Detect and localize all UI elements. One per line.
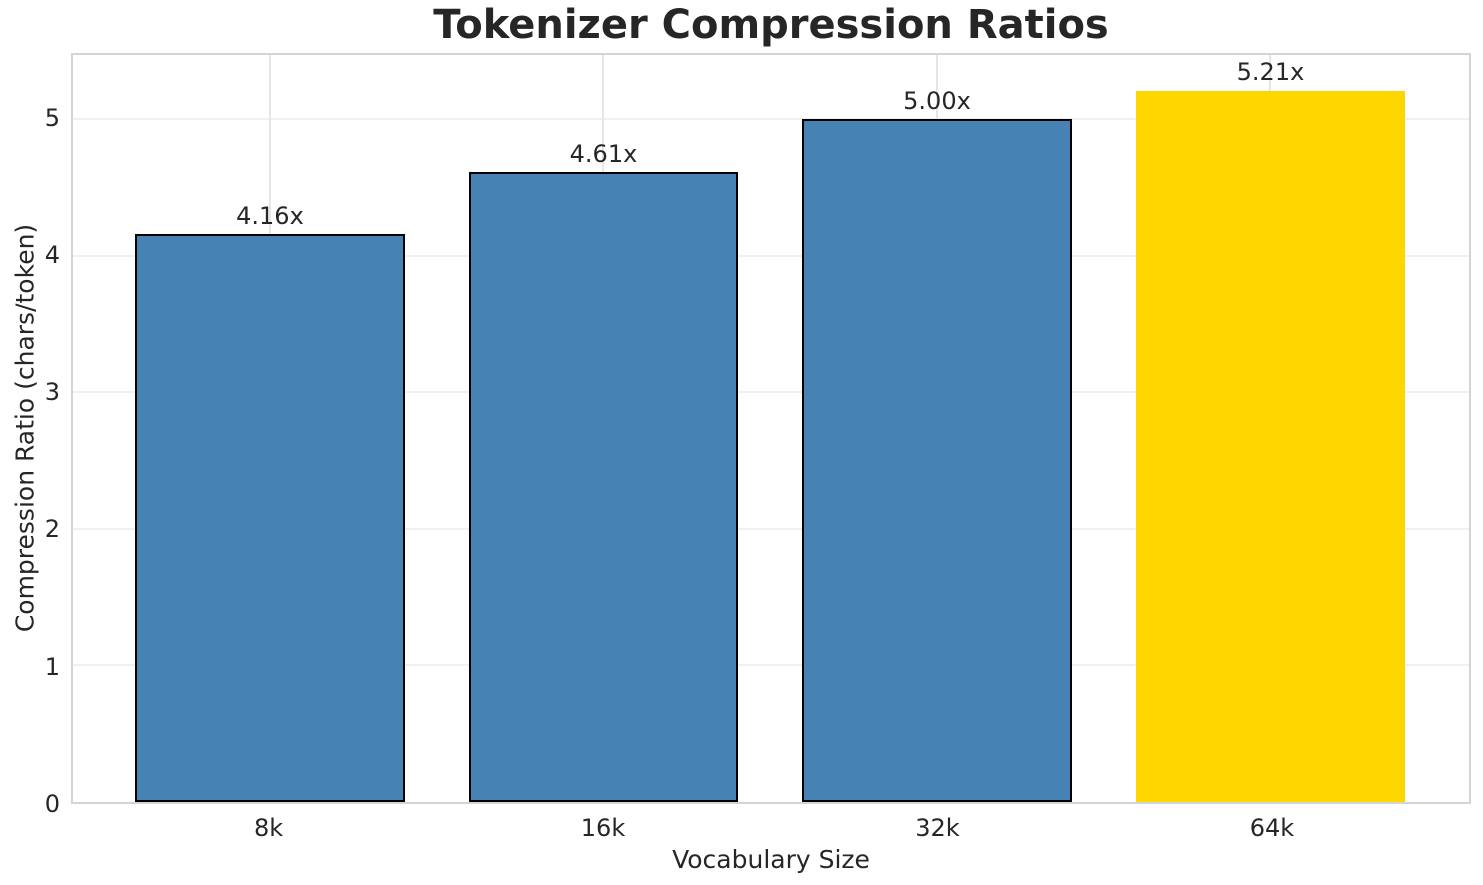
bar-32k: [802, 119, 1072, 802]
x-tick-label: 64k: [1249, 814, 1295, 842]
y-tick-label: 4: [44, 240, 60, 269]
y-tick-label: 3: [44, 378, 60, 407]
x-axis-label: Vocabulary Size: [672, 845, 870, 874]
bar-8k: [135, 233, 405, 802]
x-tick-label: 8k: [253, 814, 284, 842]
h-gridline: [73, 527, 1469, 530]
bar-value-label: 5.21x: [1236, 58, 1305, 87]
h-gridline: [73, 664, 1469, 667]
y-tick-label: 0: [44, 790, 60, 818]
chart-title: Tokenizer Compression Ratios: [433, 2, 1109, 48]
h-gridline: [73, 391, 1469, 394]
x-tick-label: 16k: [580, 814, 626, 842]
y-axis-label: Compression Ratio (chars/token): [10, 223, 40, 633]
y-tick-label: 2: [44, 515, 60, 544]
h-gridline: [73, 254, 1469, 257]
bar-value-label: 4.61x: [569, 140, 638, 169]
y-tick-label: 5: [44, 103, 60, 132]
y-tick-label: 1: [44, 652, 60, 681]
x-tick-label: 32k: [915, 814, 960, 842]
bar-16k: [468, 172, 739, 802]
bar-value-label: 4.16x: [236, 201, 304, 230]
h-gridline: [73, 118, 1469, 121]
bar-value-label: 5.00x: [903, 86, 971, 115]
bar-64k: [1135, 90, 1406, 802]
plot-area: 4.16x 4.61x 5.00x 5.21x: [71, 53, 1471, 804]
